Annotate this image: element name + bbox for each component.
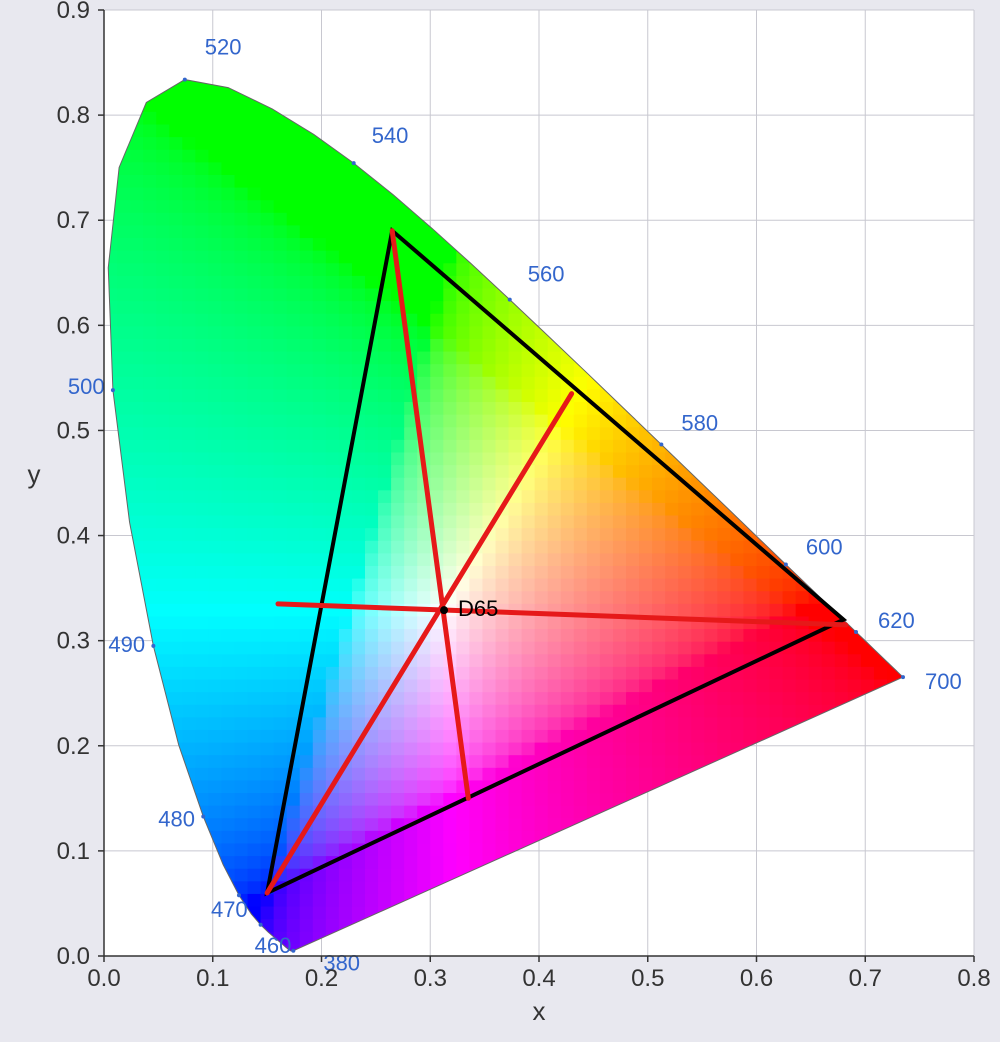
x-tick-label: 0.3 [414,965,447,992]
wavelength-tick [151,644,155,648]
y-tick-label: 0.2 [57,733,90,760]
wavelength-tick [201,815,205,819]
wavelength-label: 560 [528,262,565,287]
wavelength-tick [784,562,788,566]
wavelength-tick [901,675,905,679]
y-tick-label: 0.5 [57,417,90,444]
wavelength-label: 470 [211,897,248,922]
chromaticity-chart: D653804604704804905005205405605806006207… [0,0,1000,1042]
y-axis-label: y [28,459,41,489]
y-tick-label: 0.8 [57,102,90,129]
x-tick-label: 0.6 [740,965,773,992]
wavelength-label: 600 [806,534,843,559]
y-tick-label: 0.0 [57,943,90,970]
wavelength-tick [183,78,187,82]
wavelength-label: 700 [925,669,962,694]
wavelength-label: 580 [681,411,718,436]
wavelength-label: 620 [878,608,915,633]
x-axis-label: x [533,996,546,1026]
y-tick-label: 0.3 [57,628,90,655]
wavelength-tick [508,298,512,302]
whitepoint-label: D65 [458,596,498,621]
wavelength-label: 540 [372,123,409,148]
y-tick-label: 0.4 [57,523,90,550]
x-tick-label: 0.0 [87,965,120,992]
wavelength-label: 460 [255,933,292,958]
y-tick-label: 0.1 [57,838,90,865]
x-tick-label: 0.4 [522,965,555,992]
x-tick-label: 0.5 [631,965,664,992]
wavelength-label: 490 [108,632,145,657]
y-tick-label: 0.9 [57,0,90,24]
wavelength-tick [291,949,295,953]
wavelength-tick [352,161,356,165]
x-tick-label: 0.1 [196,965,229,992]
wavelength-tick [659,443,663,447]
wavelength-label: 520 [205,35,242,60]
x-tick-label: 0.8 [957,965,990,992]
wavelength-label: 500 [68,374,105,399]
x-tick-label: 0.2 [305,965,338,992]
y-tick-label: 0.7 [57,207,90,234]
wavelength-tick [111,388,115,392]
y-tick-label: 0.6 [57,312,90,339]
x-tick-label: 0.7 [849,965,882,992]
wavelength-label: 480 [158,807,195,832]
wavelength-tick [854,630,858,634]
wavelength-tick [259,923,263,927]
whitepoint-marker [440,606,448,614]
